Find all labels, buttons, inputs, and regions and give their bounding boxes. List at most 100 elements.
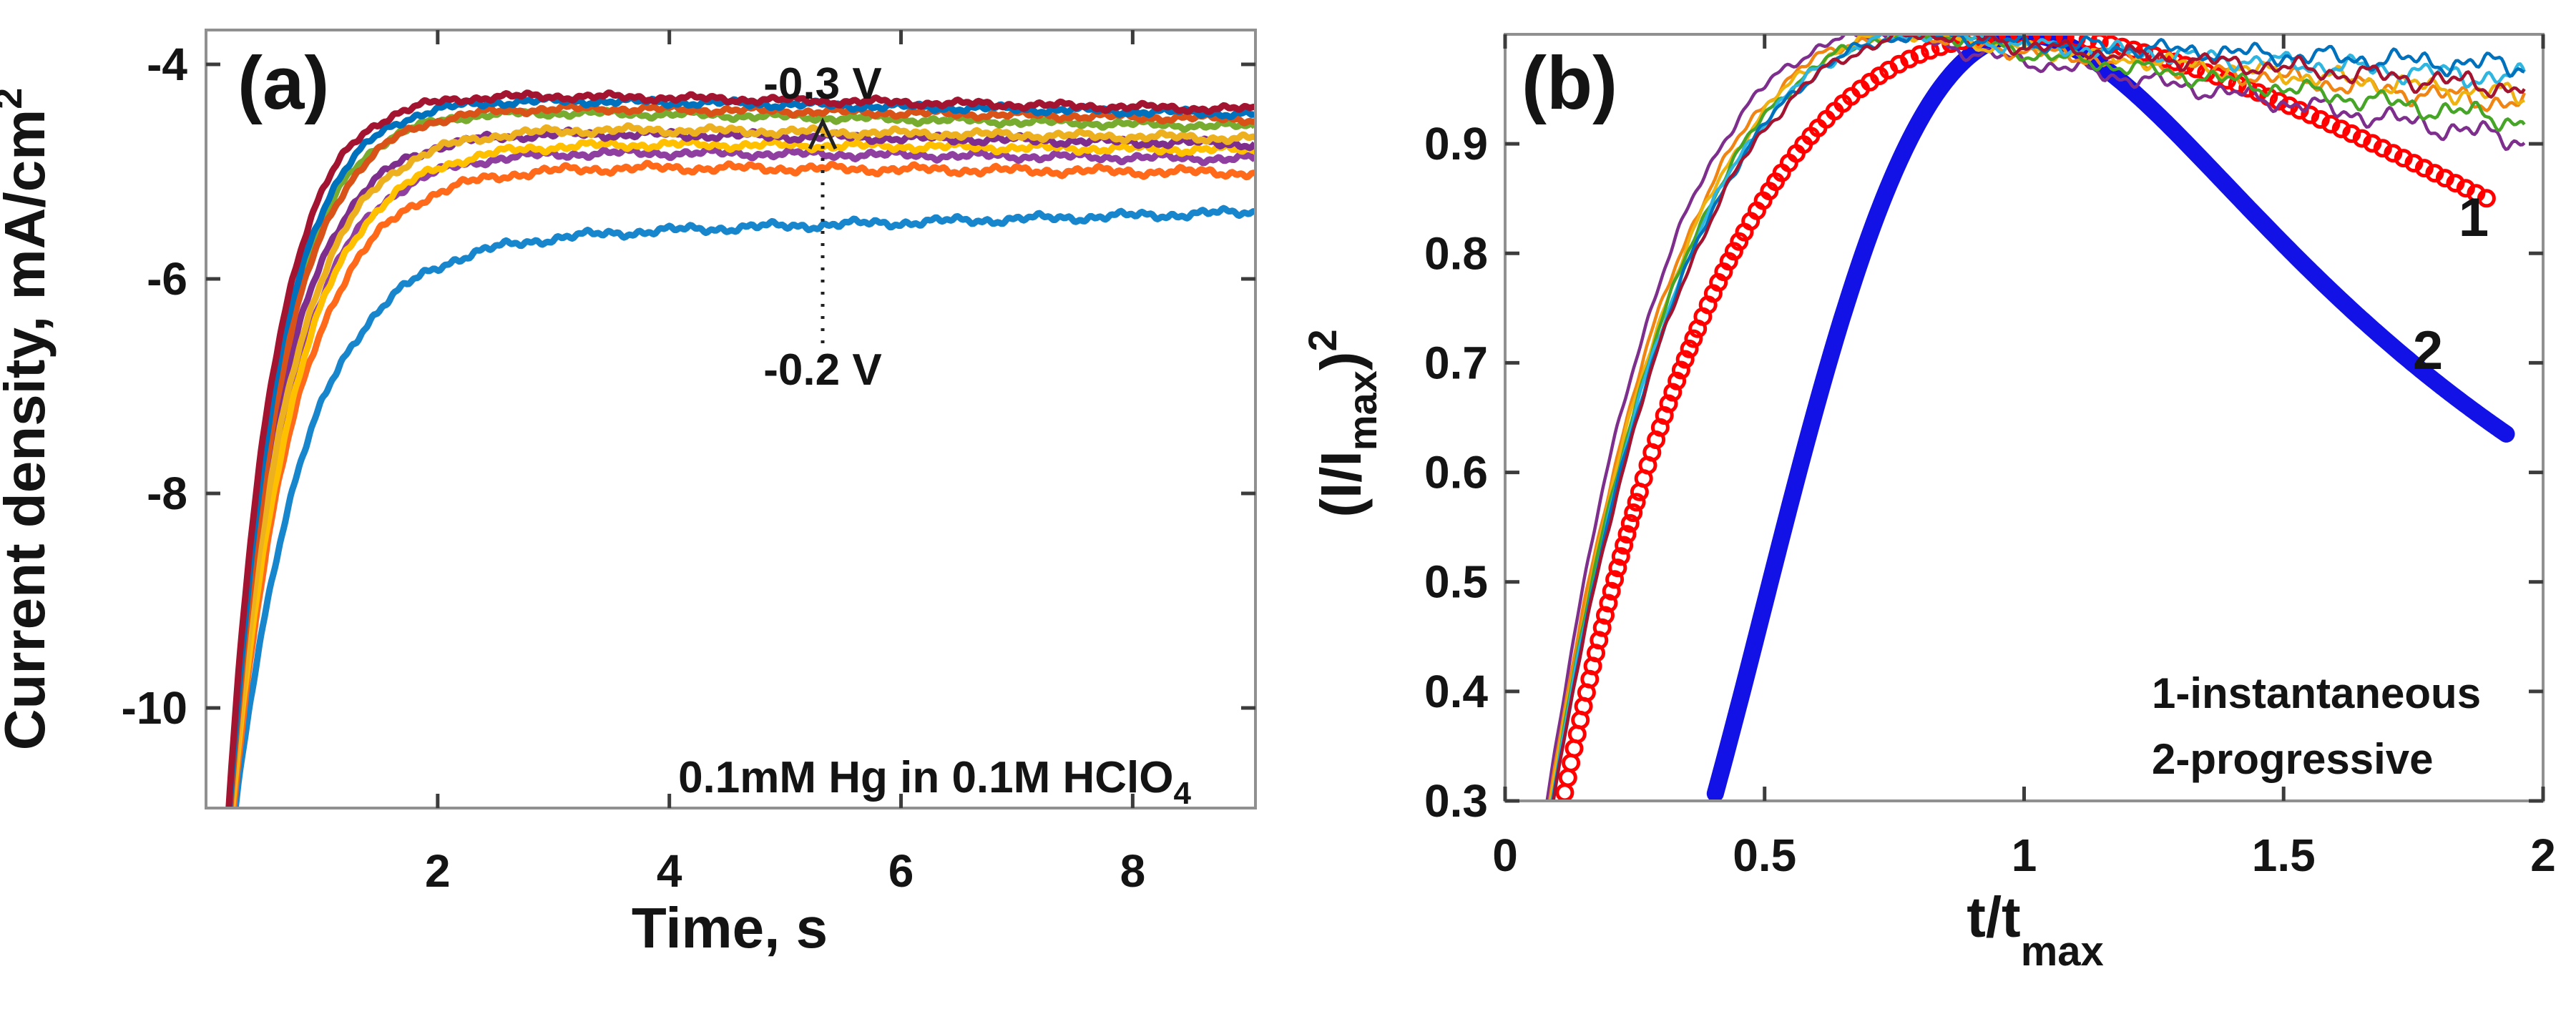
panel-a-tag: (a) <box>237 41 329 125</box>
y-tick-label: -8 <box>147 468 187 519</box>
panel-b-xlabel-subscript: max <box>2021 928 2104 975</box>
y-tick-label: 0.9 <box>1424 118 1488 169</box>
panel-b-ylabel-subscript: max <box>1340 370 1385 451</box>
instantaneous-marker-circle <box>1564 739 1584 758</box>
x-tick-label: 2 <box>425 845 451 897</box>
instantaneous-marker-circle <box>1558 768 1577 787</box>
series-experimental-2 <box>1549 34 2525 801</box>
plot-box <box>205 29 1257 809</box>
x-tick-label: 2 <box>2530 830 2556 881</box>
y-tick-label: 0.3 <box>1424 775 1488 827</box>
x-tick-label: 0.5 <box>1733 830 1796 881</box>
panel-b-curves-layer <box>1545 34 2526 801</box>
instantaneous-marker-circle <box>1611 547 1630 566</box>
instantaneous-marker-circle <box>1675 350 1695 369</box>
instantaneous-marker-circle <box>1900 49 1919 69</box>
instantaneous-marker-circle <box>1680 339 1699 358</box>
series-transient-9 <box>225 89 1255 808</box>
instantaneous-marker-circle <box>2384 144 2403 163</box>
panel-a-ylabel-main: Current density, mA/cm <box>0 109 57 750</box>
series-experimental-3 <box>1550 34 2526 801</box>
curve-label-instantaneous: 1 <box>2459 187 2489 248</box>
instantaneous-marker-circle <box>2342 124 2361 143</box>
instantaneous-marker-circle <box>1671 360 1690 380</box>
series-transient-1 <box>230 159 1255 808</box>
series-transient-4 <box>227 126 1255 808</box>
instantaneous-marker-circle <box>1615 536 1634 555</box>
instantaneous-marker-circle <box>1921 41 1940 60</box>
x-tick-label: 0 <box>1492 830 1518 881</box>
instantaneous-marker-circle <box>2269 92 2288 111</box>
panel-a-axes-layer: 2 4 6 8 -4 -6 -8 -10 <box>122 29 1257 897</box>
x-tick-label: 4 <box>657 845 682 897</box>
x-tick-label: 8 <box>1120 845 1146 897</box>
instantaneous-marker-circle <box>1617 525 1637 544</box>
series-theory-instantaneous <box>1555 34 2496 801</box>
y-tick-label: -6 <box>147 253 187 305</box>
panel-a-ylabel: Current density, mA/cm2 <box>0 88 57 751</box>
instantaneous-marker-circle <box>1624 503 1643 522</box>
y-tick-label: 0.7 <box>1424 337 1488 388</box>
panel-b-xlabel: t/tmax <box>1967 885 2104 975</box>
instantaneous-marker-circle <box>2311 110 2330 129</box>
series-transient-0 <box>232 205 1255 808</box>
series-transient-7 <box>227 102 1255 808</box>
panel-b-ylabel-close: ) <box>1309 352 1373 371</box>
series-theory-progressive <box>1706 34 2515 801</box>
panel-b-ylabel-open: (I/I <box>1309 451 1373 517</box>
instantaneous-marker-circle <box>1627 493 1646 512</box>
potential-annotation-high: -0.3 V <box>763 59 881 109</box>
series-transient-3 <box>229 137 1255 808</box>
panel-a-xlabel: Time, s <box>632 896 828 960</box>
y-tick-label: 0.6 <box>1424 447 1488 498</box>
potential-annotation-low: -0.2 V <box>763 345 881 395</box>
instantaneous-marker-circle <box>1663 383 1683 402</box>
panel-a-curves-layer <box>225 89 1255 808</box>
y-tick-label: 0.8 <box>1424 227 1488 279</box>
panel-b-xlabel-main: t/t <box>1967 885 2021 949</box>
instantaneous-marker-circle <box>1599 594 1618 613</box>
instantaneous-marker-circle <box>1602 581 1621 601</box>
instantaneous-marker-circle <box>1596 606 1615 625</box>
instantaneous-marker-circle <box>2321 114 2341 134</box>
y-tick-label: 0.4 <box>1424 666 1488 717</box>
instantaneous-marker-circle <box>1620 513 1640 533</box>
instantaneous-marker-circle <box>1605 570 1625 589</box>
panel-b-tag: (b) <box>1522 41 1617 125</box>
potential-arrow-head-icon <box>808 117 838 150</box>
instantaneous-marker-circle <box>1724 242 1743 261</box>
panel-a-ylabel-superscript: 2 <box>0 88 30 109</box>
electrolyte-note-main: 0.1mM Hg in 0.1M HClO <box>678 753 1173 802</box>
instantaneous-marker-circle <box>2331 119 2351 139</box>
electrolyte-note: 0.1mM Hg in 0.1M HClO4 <box>678 753 1191 811</box>
x-tick-label: 6 <box>888 845 914 897</box>
panel-b-ylabel-superscript: 2 <box>1300 329 1345 351</box>
panel-b-axes-layer: 0 0.5 1 1.5 2 0.9 0.8 0.7 0.6 0.5 0.4 0.3 <box>1424 33 2556 881</box>
series-transient-2 <box>228 145 1255 808</box>
electrolyte-note-subscript: 4 <box>1174 776 1192 811</box>
x-tick-label: 1 <box>2012 830 2037 881</box>
x-tick-label: 1.5 <box>2252 830 2316 881</box>
instantaneous-marker-circle <box>1910 45 1929 64</box>
instantaneous-marker-circle <box>2352 129 2371 148</box>
instantaneous-marker-circle <box>1730 232 1749 251</box>
series-transient-5 <box>228 122 1255 808</box>
y-tick-label: -4 <box>147 39 187 90</box>
instantaneous-marker-circle <box>1659 394 1678 413</box>
instantaneous-marker-circle <box>1667 371 1687 390</box>
instantaneous-marker-circle <box>2301 105 2320 124</box>
legend-instantaneous: 1-instantaneous <box>2152 669 2481 717</box>
instantaneous-marker-circle <box>2477 189 2496 208</box>
potential-arrow <box>808 117 838 343</box>
instantaneous-marker-circle <box>2373 139 2392 158</box>
instantaneous-marker-circle <box>1608 558 1627 578</box>
instantaneous-marker-circle <box>1684 329 1703 348</box>
legend-progressive: 2-progressive <box>2152 735 2434 783</box>
y-tick-label: -10 <box>122 682 188 734</box>
y-tick-label: 0.5 <box>1424 556 1488 608</box>
instantaneous-marker-circle <box>1562 753 1581 772</box>
series-experimental-1 <box>1547 34 2526 801</box>
panel-b-ylabel: (I/Imax)2 <box>1300 329 1385 517</box>
